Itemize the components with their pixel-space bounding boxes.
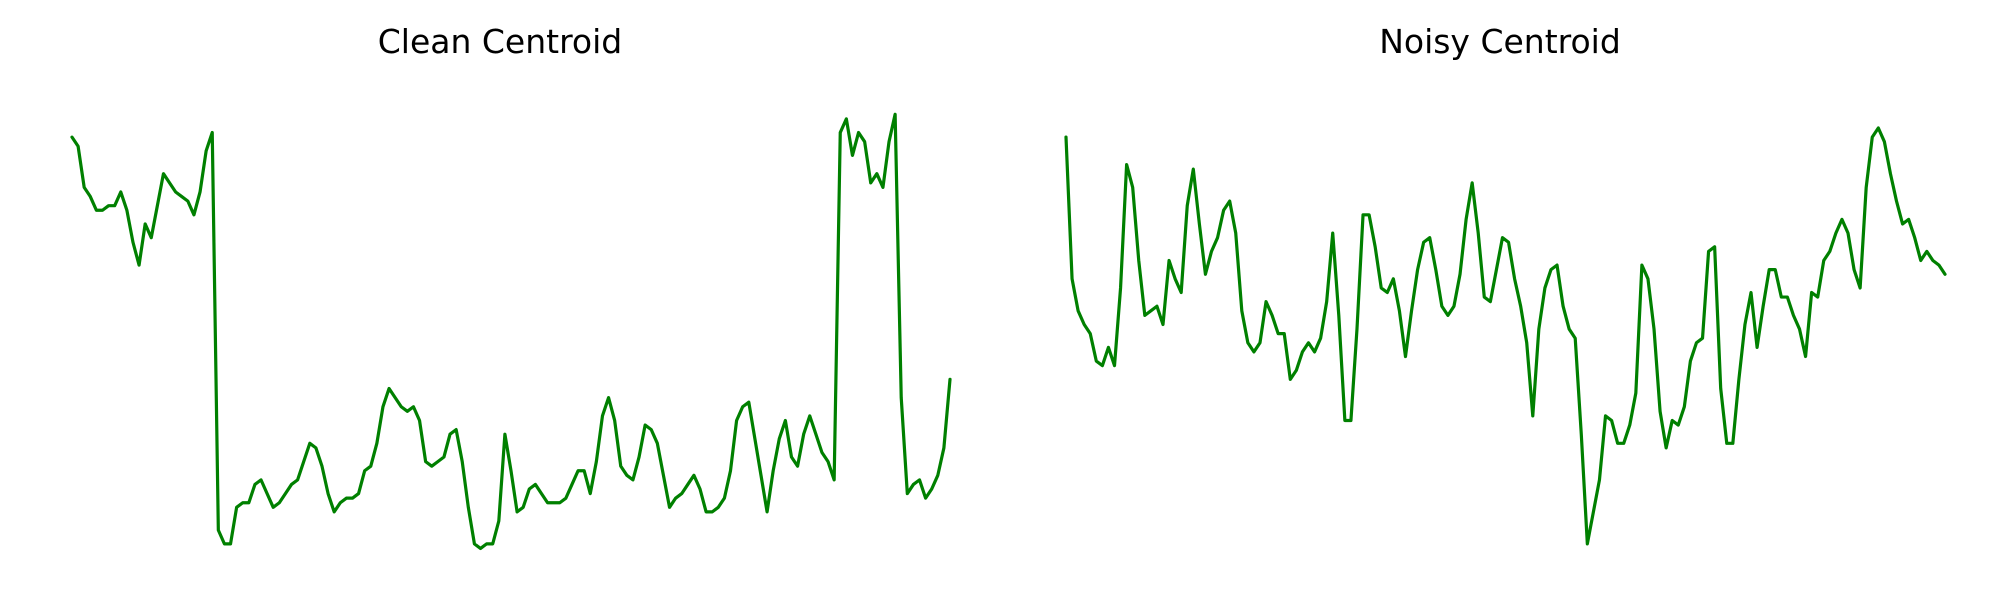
chart-panel-clean: Clean Centroid bbox=[70, 22, 952, 551]
line-chart-clean bbox=[70, 112, 952, 551]
chart-title-noisy: Noisy Centroid bbox=[1379, 22, 1621, 61]
chart-title-clean: Clean Centroid bbox=[377, 22, 623, 61]
series-line-0 bbox=[70, 112, 952, 551]
chart-panel-noisy: Noisy Centroid bbox=[1000, 0, 2000, 600]
line-chart-noisy bbox=[1064, 126, 1947, 546]
series-line-0 bbox=[1064, 126, 1947, 546]
